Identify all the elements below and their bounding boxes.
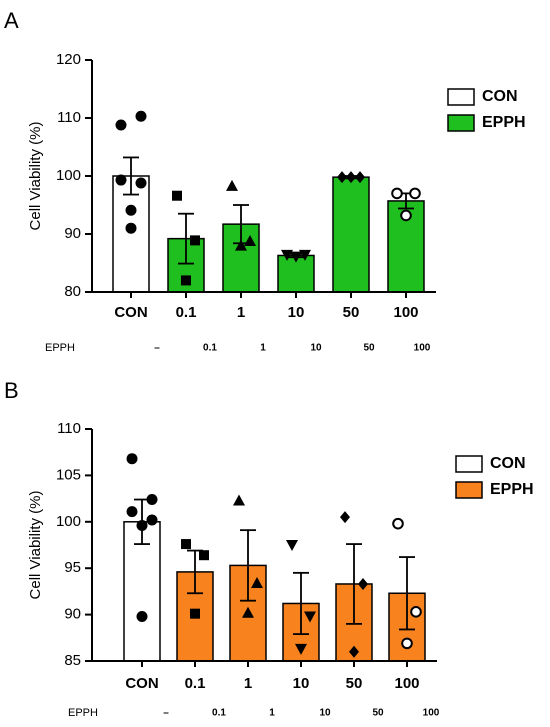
data-point: [337, 171, 347, 184]
data-point: [409, 187, 421, 200]
treatment-value: –: [163, 708, 169, 719]
data-point: [355, 171, 365, 184]
x-tick-label: 0.1: [185, 675, 206, 692]
data-point: [391, 187, 403, 200]
legend-label: CON: [490, 455, 526, 472]
y-axis-title: Cell Viability (%): [27, 122, 44, 231]
y-tick-label: 110: [57, 109, 81, 126]
y-tick-label: 90: [64, 225, 81, 242]
data-point: [392, 517, 404, 530]
treatment-value: 10: [310, 343, 322, 354]
data-point: [304, 611, 316, 623]
legend-swatch: [455, 481, 483, 499]
data-point: [251, 577, 263, 589]
data-point: [346, 171, 356, 184]
x-tick-label: 1: [244, 675, 252, 692]
x-tick-label: 10: [293, 675, 310, 692]
treatment-value: 0.1: [212, 708, 226, 719]
bar: [332, 176, 370, 293]
legend-swatch: [447, 114, 475, 132]
treatment-value: 10: [319, 708, 331, 719]
data-point: [126, 453, 138, 465]
treatment-value: 1: [269, 708, 275, 719]
data-point: [358, 577, 368, 590]
y-tick-label: 100: [56, 513, 81, 530]
data-point: [136, 520, 148, 532]
panel-label: A: [4, 8, 19, 33]
y-tick-label: 120: [56, 51, 81, 68]
data-point: [401, 637, 413, 650]
data-point: [125, 204, 137, 216]
data-point: [115, 119, 127, 131]
legend-swatch: [447, 88, 475, 106]
legend-label: EPPH: [490, 481, 534, 498]
data-point: [181, 539, 191, 550]
data-point: [146, 494, 158, 506]
data-point: [172, 190, 182, 201]
x-tick-label: 10: [288, 304, 305, 321]
x-tick-label: 100: [393, 304, 418, 321]
data-point: [299, 249, 311, 261]
data-point: [135, 177, 147, 189]
x-tick-label: 1: [237, 304, 245, 321]
data-point: [226, 179, 238, 191]
panel-label: B: [4, 378, 19, 403]
legend-label: CON: [482, 88, 518, 105]
data-point: [125, 222, 137, 234]
x-tick-label: 50: [343, 304, 360, 321]
treatment-label: EPPH: [68, 707, 98, 719]
y-tick-label: 110: [57, 420, 81, 437]
y-tick-label: 80: [64, 283, 81, 300]
y-tick-label: 105: [56, 466, 81, 483]
data-point: [135, 110, 147, 122]
data-point: [281, 249, 293, 261]
data-point: [136, 610, 148, 622]
treatment-value: 100: [423, 708, 440, 719]
data-point: [290, 251, 302, 263]
legend-label: EPPH: [482, 114, 526, 131]
data-point: [244, 234, 256, 246]
x-tick-label: CON: [125, 675, 158, 692]
treatment-value: 100: [414, 343, 431, 354]
treatment-value: 1: [260, 343, 266, 354]
data-point: [199, 550, 209, 561]
y-tick-label: 85: [64, 652, 81, 669]
data-point: [400, 209, 412, 222]
data-point: [235, 239, 247, 251]
treatment-value: 0.1: [203, 343, 217, 354]
data-point: [295, 643, 307, 655]
data-point: [190, 235, 200, 246]
data-point: [349, 645, 359, 658]
data-point: [242, 606, 254, 618]
y-tick-label: 95: [64, 559, 81, 576]
treatment-value: 50: [372, 708, 384, 719]
data-point: [233, 494, 245, 506]
y-axis-title: Cell Viability (%): [27, 491, 44, 600]
x-tick-label: 0.1: [176, 304, 197, 321]
treatment-value: –: [154, 343, 160, 354]
y-tick-label: 100: [56, 167, 81, 184]
y-tick-label: 90: [64, 606, 81, 623]
data-point: [190, 608, 200, 619]
x-tick-label: CON: [114, 304, 147, 321]
data-point: [286, 540, 298, 551]
data-point: [115, 174, 127, 186]
data-point: [340, 511, 350, 524]
data-point: [410, 606, 422, 618]
treatment-value: 50: [363, 343, 375, 354]
data-point: [181, 275, 191, 286]
data-point: [126, 506, 138, 518]
legend-swatch: [455, 455, 483, 473]
treatment-label: EPPH: [45, 342, 75, 354]
x-tick-label: 100: [394, 675, 419, 692]
data-point: [146, 514, 158, 526]
x-tick-label: 50: [346, 675, 363, 692]
